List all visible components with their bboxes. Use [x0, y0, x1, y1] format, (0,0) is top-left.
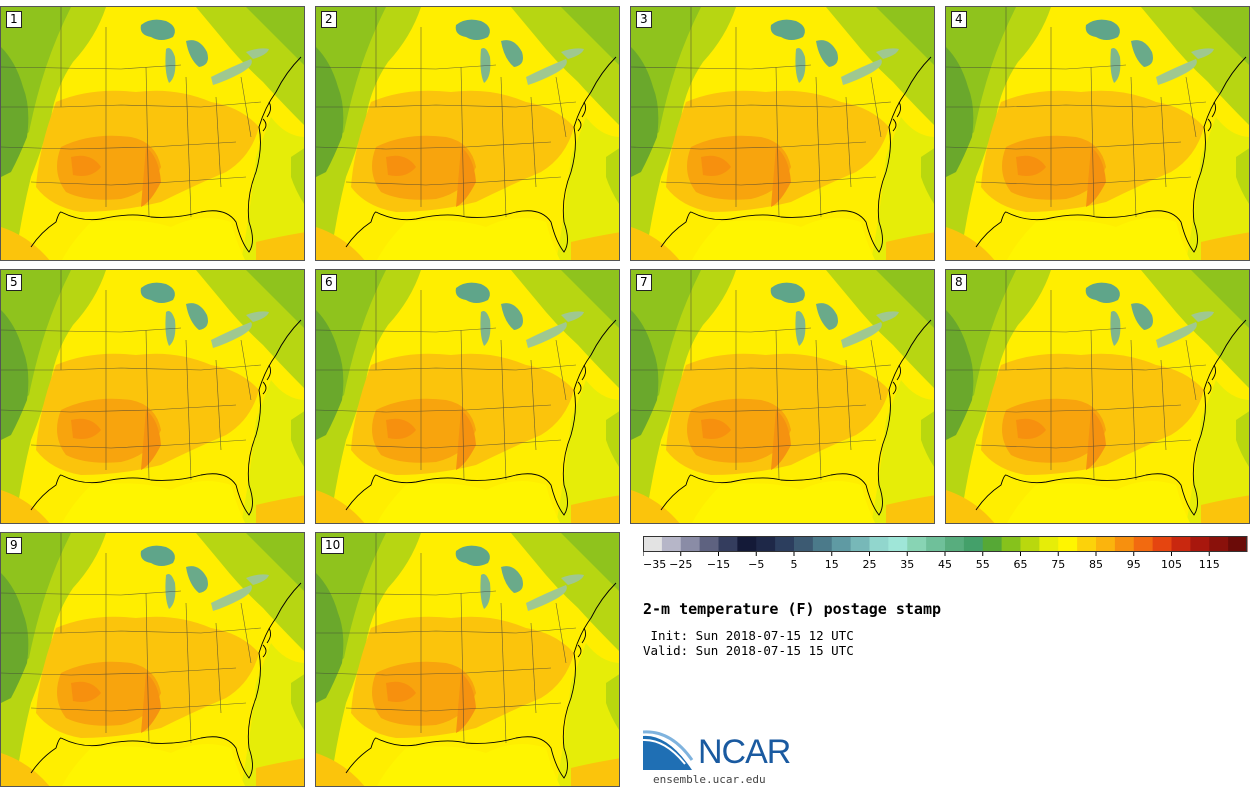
- temperature-map: [1, 7, 304, 260]
- colorbar-bin: [680, 536, 701, 552]
- colorbar-tick-label: 35: [900, 558, 914, 571]
- colorbar-bin: [963, 536, 984, 552]
- map-panel-10: 10: [315, 532, 620, 787]
- colorbar-bin: [1209, 536, 1229, 552]
- colorbar-tick-label: 15: [825, 558, 839, 571]
- map-panel-6: 6: [315, 269, 620, 524]
- colorbar-tick-label: 5: [791, 558, 798, 571]
- colorbar-tick-label: −25: [669, 558, 692, 571]
- colorbar-bin: [869, 536, 889, 552]
- colorbar-tick-label: 25: [863, 558, 877, 571]
- map-panel-7: 7: [630, 269, 935, 524]
- colorbar-outline: [643, 536, 1247, 552]
- member-label: 9: [6, 537, 22, 554]
- map-panel-9: 9: [0, 532, 305, 787]
- colorbar-bin: [812, 536, 833, 552]
- temperature-map: [946, 270, 1249, 523]
- map-panel-4: 4: [945, 6, 1250, 261]
- colorbar-bin: [1020, 536, 1040, 552]
- colorbar-bin: [926, 536, 946, 552]
- colorbar-tick-label: 115: [1199, 558, 1220, 571]
- colorbar-tick-label: 65: [1014, 558, 1028, 571]
- init-time: Init: Sun 2018-07-15 12 UTC: [643, 628, 854, 643]
- colorbar-bin: [907, 536, 927, 552]
- colorbar-tick-label: 95: [1127, 558, 1141, 571]
- map-panel-5: 5: [0, 269, 305, 524]
- member-label: 10: [321, 537, 345, 554]
- colorbar: −35 −25 −15 −5 5 15 25 35 45 55 65 75 85 95 105 115: [643, 536, 1248, 571]
- member-label: 3: [636, 11, 652, 28]
- colorbar-bin: [661, 536, 682, 552]
- member-label: 6: [321, 274, 337, 291]
- colorbar-bin: [1228, 536, 1248, 552]
- colorbar-tick-label: 105: [1161, 558, 1182, 571]
- temperature-map: [316, 533, 619, 786]
- colorbar-tick-label: 85: [1089, 558, 1103, 571]
- colorbar-tick-label: −5: [748, 558, 764, 571]
- map-panel-8: 8: [945, 269, 1250, 524]
- colorbar-bin: [756, 536, 776, 552]
- temperature-map: [1, 270, 304, 523]
- colorbar-bin: [1152, 536, 1172, 552]
- map-panel-1: 1: [0, 6, 305, 261]
- colorbar-bin: [888, 536, 908, 552]
- colorbar-bin: [1058, 536, 1078, 552]
- temperature-map: [1, 533, 304, 786]
- member-label: 8: [951, 274, 967, 291]
- temperature-map: [631, 7, 934, 260]
- colorbar-bin: [737, 536, 757, 552]
- colorbar-bin: [1190, 536, 1210, 552]
- temperature-map: [946, 7, 1249, 260]
- map-panel-3: 3: [630, 6, 935, 261]
- colorbar-tick-label: 45: [938, 558, 952, 571]
- colorbar-bin: [945, 536, 965, 552]
- colorbar-bin: [794, 536, 814, 552]
- colorbar-tick-label: 75: [1051, 558, 1065, 571]
- colorbar-bin: [1171, 536, 1191, 552]
- member-label: 5: [6, 274, 22, 291]
- colorbar-bin: [718, 536, 738, 552]
- colorbar-bin: [643, 536, 663, 552]
- temperature-map: [316, 7, 619, 260]
- colorbar-bin: [850, 536, 870, 552]
- map-panel-2: 2: [315, 6, 620, 261]
- logo-wordmark: NCAR: [698, 733, 791, 771]
- valid-time: Valid: Sun 2018-07-15 15 UTC: [643, 643, 854, 658]
- colorbar-tick-label: 55: [976, 558, 990, 571]
- colorbar-bin: [1096, 536, 1116, 552]
- logo-url: ensemble.ucar.edu: [653, 773, 766, 786]
- temperature-map: [631, 270, 934, 523]
- colorbar-bin: [1133, 536, 1154, 552]
- colorbar-bin: [1001, 536, 1021, 552]
- temperature-map: [316, 270, 619, 523]
- ncar-logo-icon: [643, 730, 694, 770]
- member-label: 1: [6, 11, 22, 28]
- chart-title: 2-m temperature (F) postage stamp: [643, 600, 942, 618]
- member-label: 2: [321, 11, 337, 28]
- member-label: 7: [636, 274, 652, 291]
- colorbar-bin: [775, 536, 795, 552]
- colorbar-tick-label: −35: [643, 558, 666, 571]
- colorbar-bin: [1039, 536, 1059, 552]
- colorbar-bin: [699, 536, 719, 552]
- colorbar-bin: [982, 536, 1003, 552]
- colorbar-bin: [1077, 536, 1097, 552]
- member-label: 4: [951, 11, 967, 28]
- colorbar-bin: [831, 536, 852, 552]
- colorbar-bin: [1114, 536, 1135, 552]
- colorbar-tick-label: −15: [707, 558, 730, 571]
